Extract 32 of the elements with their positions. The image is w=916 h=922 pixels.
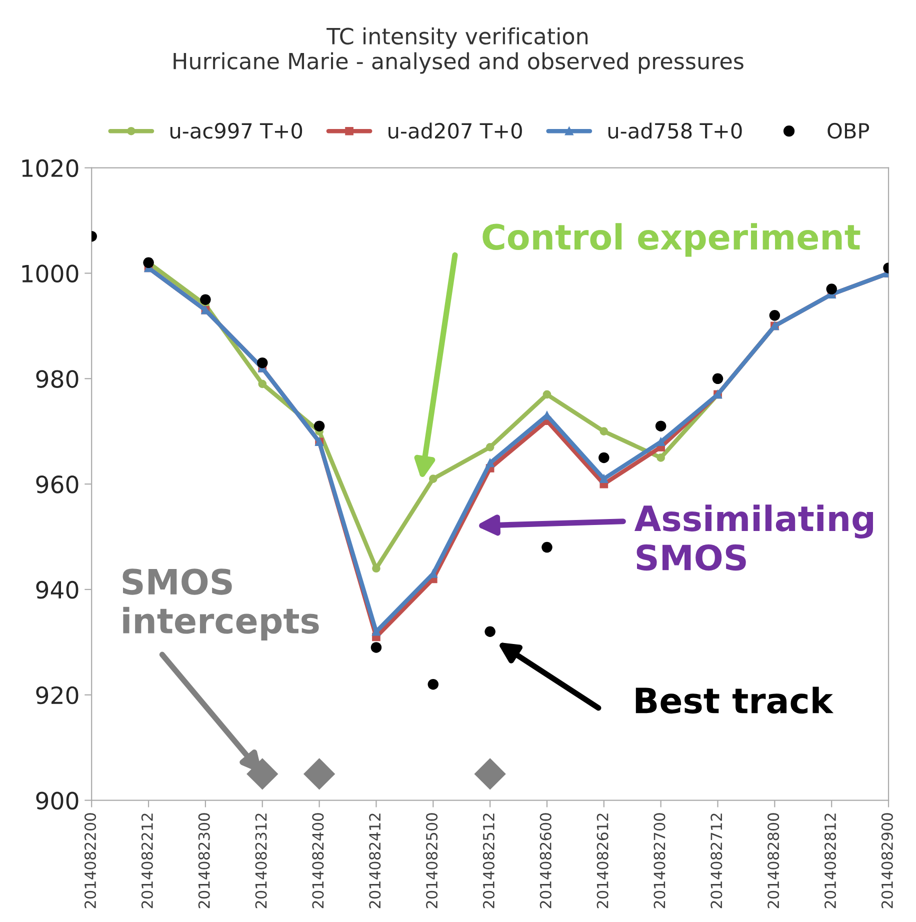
x-tick-label: 2014082200	[84, 813, 96, 908]
x-tick-label: 2014082700	[654, 813, 666, 908]
x-tick-label: 2014082900	[881, 813, 893, 908]
annotation: Control experiment	[482, 223, 860, 257]
chart-subtitle: Hurricane Marie - analysed and observed pressures	[174, 52, 744, 74]
x-tick-label: 2014082212	[141, 814, 153, 908]
x-tick-label: 2014082300	[198, 813, 210, 908]
y-tick-label: 1000	[22, 264, 78, 283]
y-tick-label: 940	[36, 580, 78, 599]
x-tick-label: 2014082312	[255, 814, 267, 908]
x-tick-label: 2014082500	[426, 813, 438, 908]
annotation: Assimilating SMOS	[634, 504, 873, 571]
x-tick-label: 2014082400	[312, 813, 324, 908]
legend-label: OBP	[828, 122, 870, 139]
x-tick-label: 2014082712	[710, 814, 722, 908]
chart-title: TC intensity verification	[326, 27, 588, 49]
legend-label: u-ac997 T+0	[170, 122, 302, 139]
annotation: Best track	[636, 686, 834, 714]
legend-label: u-ad207 T+0	[388, 122, 522, 139]
y-tick-label: 980	[36, 370, 78, 388]
x-tick-label: 2014082412	[369, 814, 381, 908]
x-tick-label: 2014082800	[768, 813, 780, 908]
y-tick-label: 960	[36, 475, 78, 494]
x-tick-label: 2014082812	[824, 814, 836, 908]
x-tick-label: 2014082612	[596, 814, 608, 908]
x-tick-label: 2014082512	[482, 814, 494, 908]
annotation: SMOS intercepts	[122, 568, 319, 640]
y-tick-label: 900	[36, 792, 78, 810]
y-tick-label: 1020	[22, 159, 78, 178]
legend-label: u-ad758 T+0	[608, 122, 742, 139]
x-tick-label: 2014082600	[540, 813, 552, 908]
y-tick-label: 920	[36, 686, 78, 704]
